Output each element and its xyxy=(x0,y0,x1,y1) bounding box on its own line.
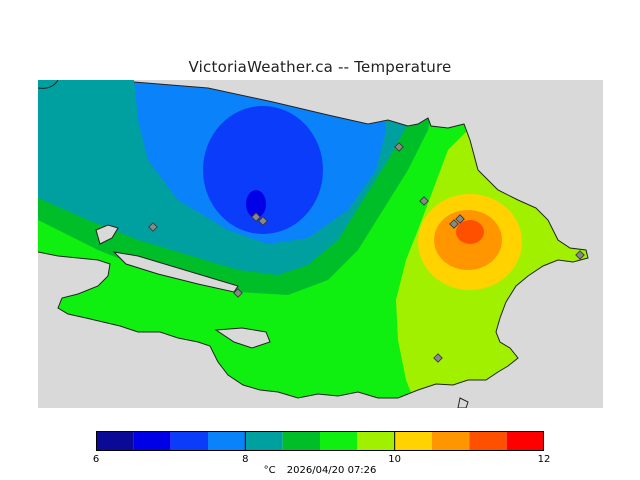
color-scale-bin xyxy=(432,431,470,451)
station-marker xyxy=(148,222,158,232)
temperature-map xyxy=(38,80,603,408)
color-scale-tick-label: 10 xyxy=(388,454,402,465)
temperature-color-scale xyxy=(96,431,544,451)
coastline-outlines xyxy=(38,80,589,408)
color-scale-tick-label: 8 xyxy=(242,454,249,465)
color-scale-bin xyxy=(320,431,358,451)
color-scale-bin xyxy=(96,431,134,451)
station-marker xyxy=(258,216,268,226)
station-marker xyxy=(394,142,404,152)
station-marker xyxy=(455,214,465,224)
color-scale-bin xyxy=(357,431,395,451)
color-scale-tick-label: 12 xyxy=(537,454,551,465)
unit-label: °C xyxy=(263,465,276,476)
station-marker xyxy=(251,212,261,222)
station-marker xyxy=(433,353,443,363)
map-title: VictoriaWeather.ca -- Temperature xyxy=(188,58,452,76)
weather-station-markers xyxy=(148,142,585,363)
color-scale-bin xyxy=(506,431,544,451)
color-scale-bin xyxy=(133,431,171,451)
color-scale-bin xyxy=(170,431,208,451)
station-marker xyxy=(575,250,585,260)
station-marker xyxy=(449,219,459,229)
station-marker xyxy=(233,288,243,298)
station-marker xyxy=(419,196,429,206)
color-scale-tick-label: 6 xyxy=(92,454,100,465)
color-scale-bin xyxy=(394,431,432,451)
color-scale-bin xyxy=(282,431,320,451)
color-scale-bin xyxy=(245,431,283,451)
map-caption: °C 2026/04/20 07:26 xyxy=(0,465,640,476)
timestamp-label: 2026/04/20 07:26 xyxy=(286,465,377,476)
color-scale-bin xyxy=(208,431,246,451)
color-scale-bin xyxy=(469,431,507,451)
